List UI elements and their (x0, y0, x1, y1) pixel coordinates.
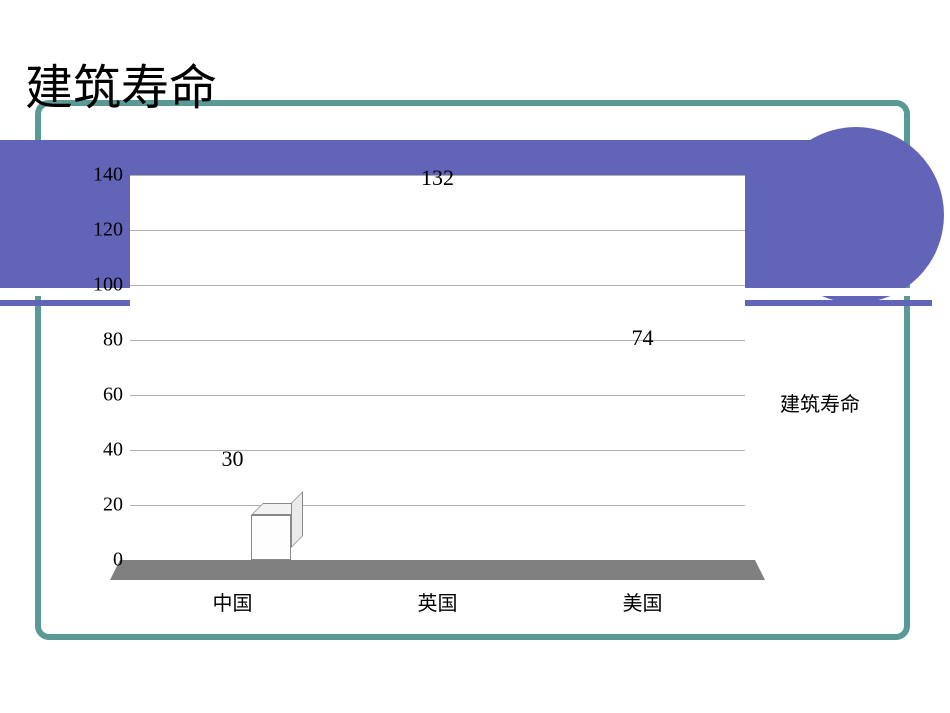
bar (251, 515, 293, 560)
chart-title: 建筑寿命 (25, 48, 217, 118)
y-tick-label: 140 (73, 164, 123, 187)
x-tick-label: 中国 (213, 587, 253, 616)
y-tick-label: 60 (73, 384, 123, 407)
plot-floor (120, 560, 755, 580)
gridline (130, 230, 745, 231)
plot-area (130, 175, 745, 560)
y-tick-label: 100 (73, 274, 123, 297)
bar-chart: 020406080100120140中国30英国132美国74 (75, 165, 755, 605)
y-tick-label: 80 (73, 329, 123, 352)
x-tick-label: 美国 (623, 587, 663, 616)
legend-label: 建筑寿命 (780, 388, 860, 417)
y-tick-label: 0 (73, 549, 123, 572)
y-tick-label: 120 (73, 219, 123, 242)
value-label: 132 (421, 165, 454, 191)
value-label: 74 (632, 325, 654, 351)
value-label: 30 (222, 446, 244, 472)
gridline (130, 395, 745, 396)
gridline (130, 285, 745, 286)
x-tick-label: 英国 (418, 587, 458, 616)
gridline (130, 505, 745, 506)
y-tick-label: 20 (73, 494, 123, 517)
y-tick-label: 40 (73, 439, 123, 462)
